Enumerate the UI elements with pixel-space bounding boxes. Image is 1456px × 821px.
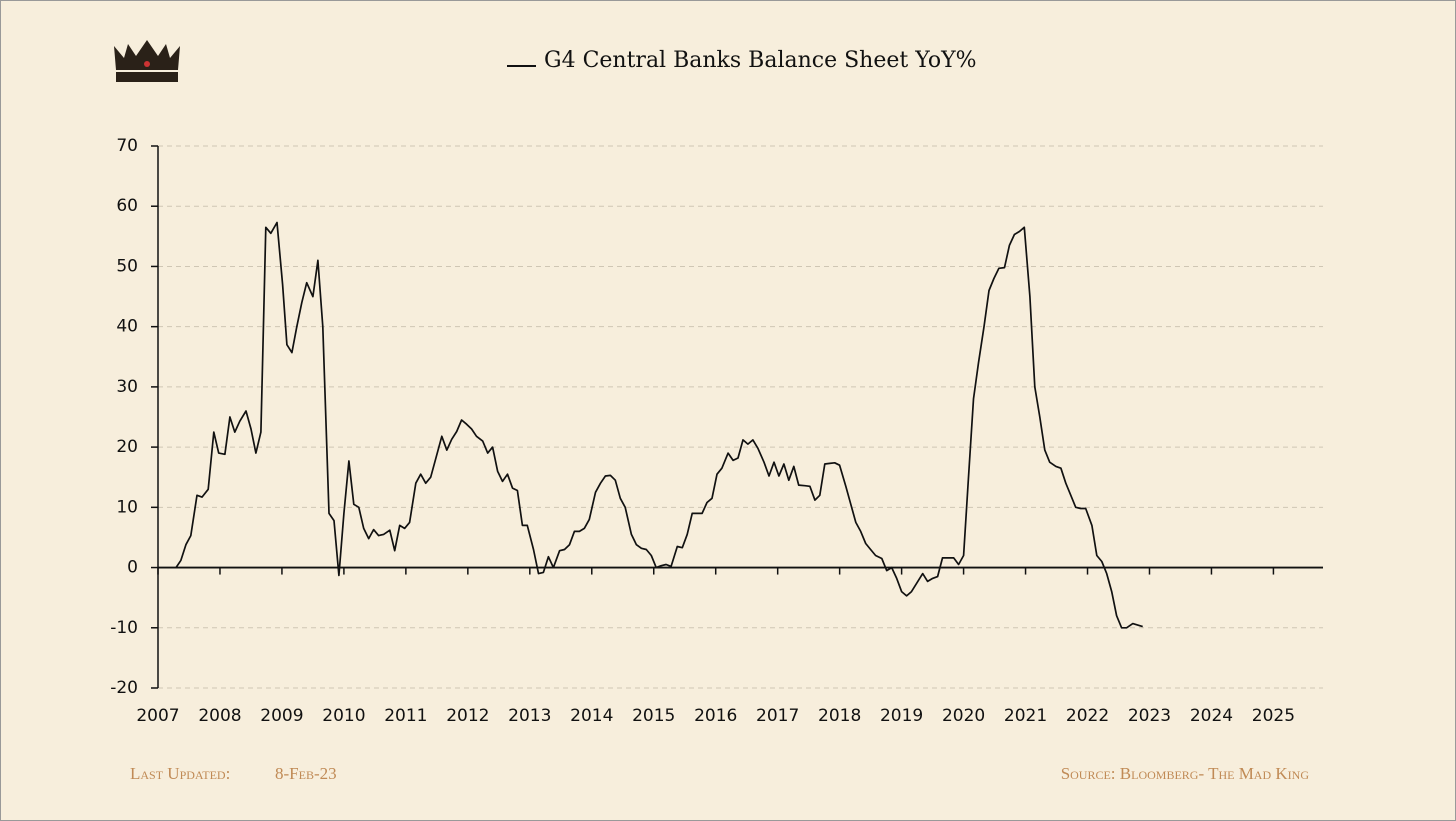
y-tick-label: 20	[116, 437, 138, 457]
y-tick-label: 30	[116, 377, 138, 397]
x-tick-label: 2018	[818, 706, 861, 726]
y-tick-label: 0	[127, 558, 138, 578]
x-tick-label: 2025	[1252, 706, 1295, 726]
x-tick-label: 2016	[694, 706, 737, 726]
x-tick-label: 2010	[322, 706, 365, 726]
x-tick-label: 2022	[1066, 706, 1109, 726]
x-tick-label: 2020	[942, 706, 985, 726]
updated-label: Last Updated:	[130, 764, 230, 783]
crown-logo	[114, 40, 180, 82]
y-tick-label: -20	[110, 678, 138, 698]
y-tick-label: 60	[116, 196, 138, 216]
y-tick-label: 50	[116, 256, 138, 276]
series-line	[175, 221, 1143, 629]
x-tick-label: 2012	[446, 706, 489, 726]
y-tick-label: -10	[110, 618, 138, 638]
x-tick-label: 2007	[136, 706, 179, 726]
x-tick-label: 2014	[570, 706, 613, 726]
x-tick-label: 2011	[384, 706, 427, 726]
x-tick-label: 2023	[1128, 706, 1171, 726]
x-tick-label: 2009	[260, 706, 303, 726]
x-tick-label: 2021	[1004, 706, 1047, 726]
x-tick-label: 2019	[880, 706, 923, 726]
x-tick-label: 2017	[756, 706, 799, 726]
source: Source: Bloomberg- The Mad King	[1061, 764, 1310, 783]
y-tick-label: 10	[116, 497, 138, 517]
y-tick-label: 40	[116, 317, 138, 337]
x-tick-label: 2015	[632, 706, 675, 726]
x-tick-label: 2008	[198, 706, 241, 726]
x-tick-label: 2024	[1190, 706, 1233, 726]
y-tick-label: 70	[116, 136, 138, 156]
updated-date: 8-Feb-23	[275, 764, 337, 783]
legend-label: G4 Central Banks Balance Sheet YoY%	[544, 48, 977, 73]
x-tick-label: 2013	[508, 706, 551, 726]
